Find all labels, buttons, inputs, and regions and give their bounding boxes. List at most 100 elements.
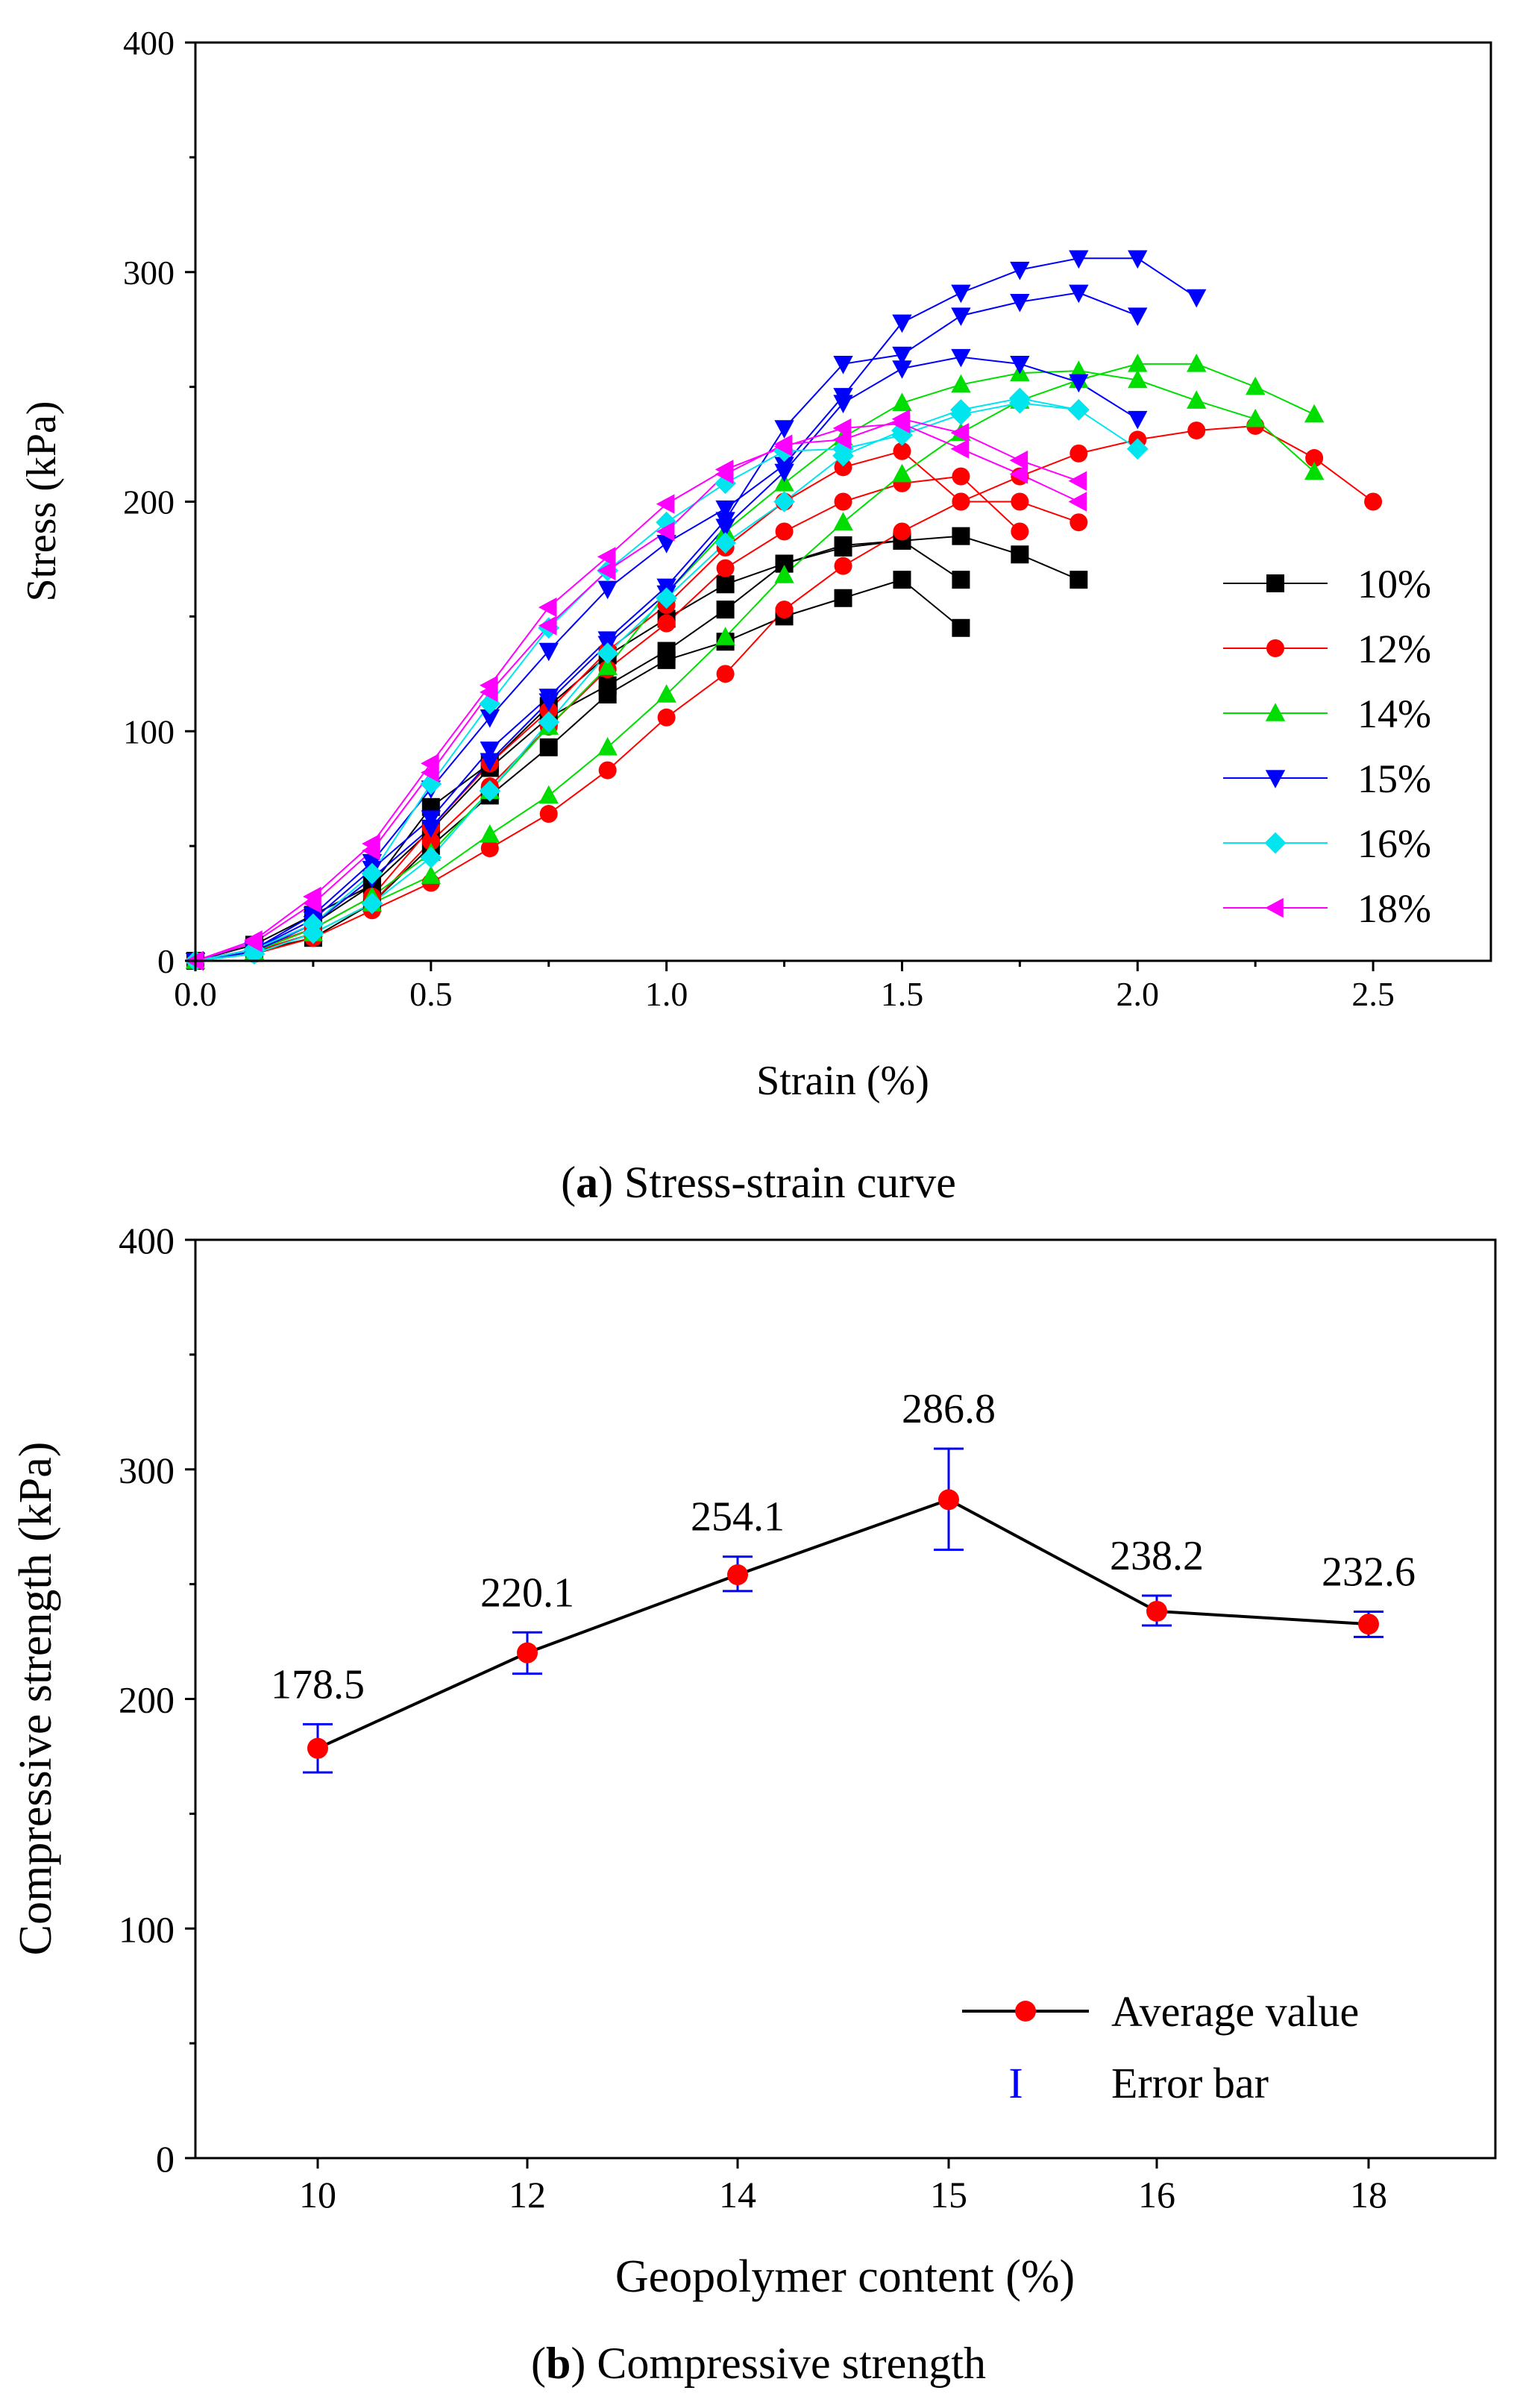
stress-strain-point-12%-1-20 [1364,492,1383,511]
stress-strain-point-18%-2-15 [1068,471,1087,492]
stress-strain-point-18%-1-6 [538,597,557,618]
stress-strain-point-15%-1-13 [951,284,971,304]
stress-strain-point-18%-2-2 [303,893,321,914]
stress-strain-point-14%-2-10 [774,473,794,492]
panel-a-stress-strain: 0.0 0.5 1.0 1.5 2.0 2.5 0 100 200 300 400 10% 12% 14… [19,24,1492,1207]
stress-strain-point-16%-2-13 [950,404,972,425]
legend-error-bar-glyph: I [1008,2059,1023,2107]
stress-strain-point-15%-1-16 [1128,250,1148,269]
stress-strain-point-15%-2-10 [774,420,794,439]
stress-strain-point-12%-3-13 [952,492,970,511]
stress-strain-line-10%-2 [195,535,1079,962]
stress-strain-point-12%-1-11 [834,556,852,575]
stress-strain-point-10%-2-8 [657,642,676,660]
legend-marker-10% [1266,574,1284,592]
average-point-10 [307,1737,328,1759]
stress-strain-line-12%-3 [195,450,1079,962]
panel-a-x-tick-label: 1.5 [881,975,924,1013]
stress-strain-point-16%-1-7 [597,642,619,665]
stress-strain-point-10%-2-9 [716,601,735,619]
stress-strain-line-15%-1 [195,257,1197,962]
value-label-10: 178.5 [271,1661,365,1708]
stress-strain-point-15%-1-6 [538,642,559,662]
legend-label-15%: 15% [1357,756,1431,801]
panel-b-y-tick-label: 200 [119,1679,175,1721]
legend-label-10%: 10% [1357,562,1431,606]
stress-strain-point-15%-3-13 [951,348,971,368]
stress-strain-point-12%-3-15 [1070,513,1088,532]
average-point-12 [517,1642,538,1664]
stress-strain-point-15%-3-12 [892,360,912,379]
value-label-15: 286.8 [902,1386,996,1432]
stress-strain-point-10%-1-6 [539,738,558,756]
stress-strain-point-15%-1-14 [1010,261,1030,280]
stress-strain-point-14%-1-7 [597,736,618,756]
panel-a-caption-text: Stress-strain curve [613,1158,956,1207]
legend-label-error-bar: Error bar [1111,2059,1269,2107]
stress-strain-point-14%-1-9 [715,627,735,645]
stress-strain-point-15%-1-9 [715,500,735,519]
stress-strain-point-16%-1-9 [714,532,736,554]
stress-strain-point-14%-1-5 [480,824,500,843]
panel-b-caption-text: Compressive strength [585,2339,986,2388]
panel-a-y-tick-label: 200 [123,483,175,521]
stress-strain-point-12%-1-6 [539,805,558,824]
legend-marker-18% [1265,897,1284,918]
panel-b-y-tick-label: 100 [119,1908,175,1950]
value-label-16: 238.2 [1110,1533,1204,1579]
stress-strain-point-12%-1-10 [775,601,794,619]
stress-strain-point-14%-1-19 [1304,404,1325,423]
panel-a-x-tick-label: 2.0 [1116,975,1160,1013]
panel-a-y-tick-label: 100 [123,712,175,750]
stress-strain-point-12%-1-8 [657,708,676,727]
stress-strain-point-16%-2-3 [361,862,383,885]
panel-b-y-tick-label: 0 [156,2138,175,2180]
stress-strain-point-14%-1-6 [538,785,559,804]
stress-strain-line-18%-2 [195,418,1079,962]
stress-strain-point-14%-1-18 [1245,376,1266,395]
panel-b-x-axis-label: Geopolymer content (%) [615,2251,1075,2302]
average-point-18 [1358,1614,1379,1635]
panel-a-y-axis-label: Stress (kPa) [19,401,65,601]
stress-strain-point-10%-1-13 [952,618,970,637]
stress-strain-point-15%-3-5 [480,753,500,772]
stress-strain-point-18%-2-3 [362,841,380,861]
stress-strain-point-18%-2-1 [244,932,263,953]
stress-strain-point-14%-1-16 [1128,354,1148,372]
stress-strain-point-18%-2-7 [597,560,616,581]
stress-strain-point-12%-2-9 [716,559,735,577]
stress-strain-point-10%-3-9 [716,575,735,594]
panel-a-legend: 10% 12% 14% 15% 16% 18% [1223,562,1431,931]
legend-marker-16% [1264,832,1287,854]
stress-strain-point-15%-2-12 [892,346,912,366]
stress-strain-point-12%-1-17 [1187,421,1206,440]
value-label-12: 220.1 [480,1570,574,1616]
average-point-14 [727,1564,748,1586]
stress-strain-point-15%-3-10 [774,463,794,483]
stress-strain-point-10%-2-13 [952,527,970,545]
stress-strain-point-15%-1-12 [892,314,912,333]
stress-strain-point-18%-2-5 [479,682,498,703]
stress-strain-point-15%-3-15 [1069,374,1089,393]
stress-strain-point-16%-1-10 [773,491,795,512]
legend-label-18%: 18% [1357,886,1431,931]
stress-strain-point-18%-1-15 [1068,492,1087,512]
panel-a-x-tick-label: 0.5 [409,975,453,1013]
stress-strain-point-12%-2-14 [1011,522,1029,541]
panel-b-data-layer: 178.5 220.1 254.1 286.8 238.2 232.6 [271,1386,1416,1774]
stress-strain-point-15%-1-17 [1187,289,1207,308]
panel-b-y-axis-label: Compressive strength (kPa) [10,1442,61,1956]
stress-strain-point-18%-1-7 [597,547,616,567]
stress-strain-point-18%-2-8 [656,521,675,542]
stress-strain-point-16%-1-6 [538,711,560,733]
legend-label-average: Average value [1111,1987,1359,2036]
stress-strain-point-12%-2-10 [775,522,794,541]
stress-strain-point-12%-1-19 [1305,449,1324,468]
stress-strain-point-14%-1-4 [421,865,442,884]
stress-strain-point-15%-1-5 [480,709,500,728]
value-label-14: 254.1 [691,1494,785,1540]
stress-strain-point-12%-2-8 [657,614,676,633]
panel-b-legend: Average value I Error bar [962,1987,1359,2107]
panel-a-caption: (a) Stress-strain curve [561,1158,956,1207]
legend-marker-14% [1265,703,1286,721]
